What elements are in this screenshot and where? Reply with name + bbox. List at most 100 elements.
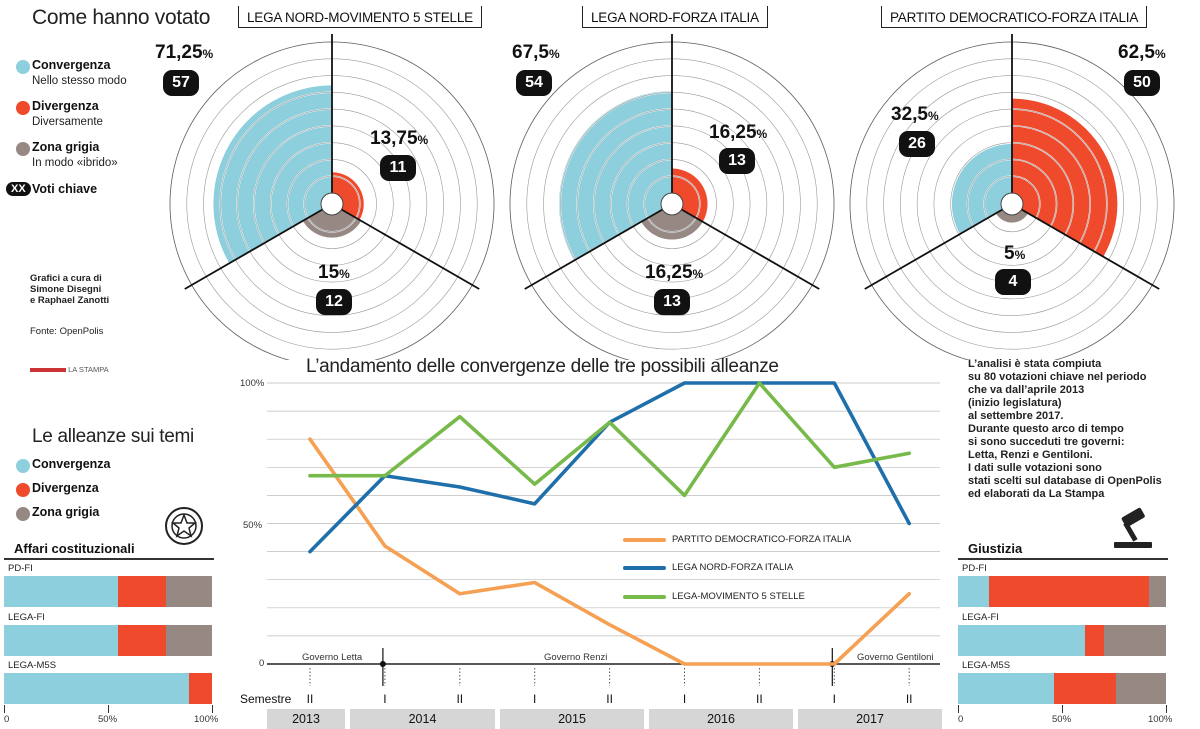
pct-symbol: %: [339, 267, 350, 281]
y-tick-50: 50%: [243, 520, 263, 531]
bar-label: LEGA-FI: [962, 612, 999, 623]
radar-1-grey-count: 12: [316, 289, 352, 315]
scale-tick: [1166, 705, 1167, 713]
semester-label-item: I: [533, 692, 537, 706]
radar-2-div-pct: 16,25%: [709, 122, 767, 144]
line-legend-lega-fi: LEGA NORD-FORZA ITALIA: [672, 562, 794, 573]
line-chart-title: L’andamento delle convergenze delle tre …: [306, 356, 779, 377]
panel-rule-giustizia: [958, 558, 1168, 560]
scale-tick: [108, 705, 109, 713]
series-point-0: [608, 623, 612, 627]
semester-label-item: II: [456, 692, 464, 706]
semester-label-item: I: [383, 692, 387, 706]
series-point-0: [757, 662, 761, 666]
series-point-2: [383, 474, 387, 478]
radar-1-div-count: 11: [380, 155, 416, 181]
credits-line1: Grafici a cura di: [30, 273, 102, 284]
y-tick-100: 100%: [240, 378, 265, 389]
note-line: (inizio legislatura): [968, 397, 1062, 409]
semester-label-item: II: [756, 692, 763, 706]
bar-segment-divergenza: [1053, 673, 1117, 704]
series-point-0: [308, 437, 312, 441]
bar-segment-convergenza: [4, 625, 119, 656]
radar-hub: [660, 192, 684, 216]
legend-name-divergenza: Divergenza: [32, 99, 99, 113]
themes-dot-divergenza: [16, 483, 30, 497]
bar-segment-divergenza: [118, 625, 167, 656]
legend-name-grigia: Zona grigia: [32, 140, 100, 154]
radar-3-div-pct-value: 62,5: [1118, 42, 1155, 63]
pct-symbol: %: [548, 47, 560, 61]
series-point-1: [458, 485, 462, 489]
radar-sector-conv: [213, 85, 332, 264]
bar-segment-convergenza: [4, 576, 119, 607]
radar-title-pd-fi: PARTITO DEMOCRATICO-FORZA ITALIA: [881, 6, 1148, 28]
brand-logo-icon: [30, 368, 66, 373]
radar-2-div-pct-value: 16,25: [709, 122, 757, 143]
radar-sector-grey: [302, 209, 362, 238]
analysis-note: L’analisi è stata compiuta su 80 votazio…: [968, 358, 1162, 501]
scale-tick: [212, 705, 213, 713]
note-line: al settembre 2017.: [968, 410, 1064, 422]
pct-symbol: %: [1014, 248, 1026, 262]
stacked-bar: [4, 576, 212, 607]
note-line: che va dall’aprile 2013: [968, 384, 1085, 396]
radar-sector-div: [1012, 98, 1118, 257]
bar-segment-convergenza: [958, 576, 990, 607]
series-point-1: [907, 522, 911, 525]
series-point-2: [308, 474, 312, 478]
themes-legend-grigia: Zona grigia: [32, 505, 100, 519]
stacked-bar: [958, 673, 1166, 704]
radar-3-grey-count: 4: [995, 269, 1031, 295]
radar-2-conv-pct: 67,5%: [512, 42, 560, 64]
bar-label: LEGA-M5S: [8, 660, 57, 671]
gov-separator-dot: [379, 661, 386, 667]
stacked-bar: [958, 625, 1166, 656]
gov-label-gentiloni: Governo Gentiloni: [857, 652, 934, 663]
note-line: Letta, Renzi e Gentiloni.: [968, 449, 1093, 461]
bar-segment-grigia: [166, 625, 212, 656]
bar-label: PD-FI: [8, 563, 33, 574]
radar-3-div-pct: 62,5%: [1118, 42, 1166, 64]
bar-label: LEGA-M5S: [962, 660, 1011, 671]
series-point-2: [533, 482, 537, 486]
radar-1-conv-pct-value: 71,25: [155, 42, 203, 63]
scale-tick: [1062, 705, 1063, 713]
credits-line2: Simone Disegni: [30, 284, 102, 295]
semester-label: Semestre: [240, 692, 292, 706]
radar-title-lega-fi: LEGA NORD-FORZA ITALIA: [582, 6, 768, 28]
radar-1-conv-count: 57: [163, 70, 199, 96]
note-line: I dati sulle votazioni sono: [968, 462, 1102, 474]
scale-label: 0: [958, 714, 964, 725]
series-point-0: [683, 662, 686, 666]
panel-title-giustizia: Giustizia: [968, 541, 1023, 556]
radar-3-conv-pct: 32,5%: [891, 104, 939, 126]
series-point-0: [907, 592, 911, 596]
radar-axis: [524, 203, 673, 290]
bar-segment-convergenza: [958, 673, 1054, 704]
key-badge: XX: [6, 182, 31, 196]
bar-segment-divergenza: [118, 576, 167, 607]
radar-title-lega-m5s: LEGA NORD-MOVIMENTO 5 STELLE: [238, 6, 482, 28]
bar-segment-divergenza: [1084, 625, 1104, 656]
bar-segment-grigia: [1149, 576, 1166, 607]
bar-segment-grigia: [1116, 673, 1166, 704]
series-point-2: [608, 420, 612, 424]
year-band: 2014: [350, 709, 495, 729]
line-legend-lega-m5s: LEGA-MOVIMENTO 5 STELLE: [672, 591, 805, 602]
series-point-1: [683, 381, 686, 385]
radar-axis: [1011, 203, 1160, 290]
year-band: 2015: [500, 709, 644, 729]
themes-dot-convergenza: [16, 459, 30, 473]
panel-rule-affari: [4, 558, 214, 560]
pct-symbol: %: [927, 109, 939, 123]
radar-3-grey-pct: 5%: [1004, 243, 1025, 265]
series-point-0: [383, 544, 387, 548]
radar-axis: [184, 203, 333, 290]
bar-segment-convergenza: [4, 673, 190, 704]
source: Fonte: OpenPolis: [30, 326, 104, 337]
semester-label-item: I: [682, 692, 687, 706]
scale-label: 50%: [1052, 714, 1072, 725]
stacked-bar: [958, 576, 1166, 607]
